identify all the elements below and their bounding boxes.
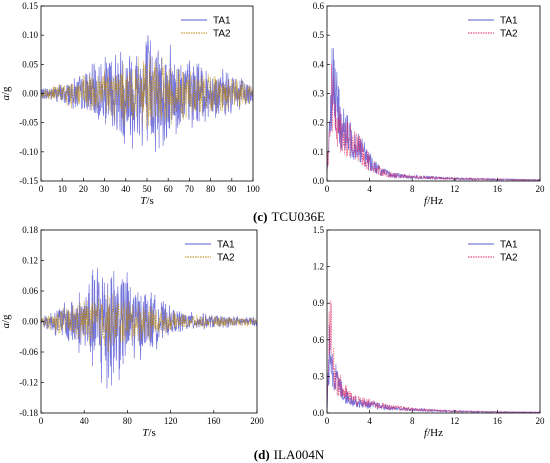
- x-axis-label: T/s: [140, 195, 153, 207]
- y-tick-label: -0.12: [19, 378, 38, 388]
- series-line-ta1: [326, 47, 541, 182]
- y-tick-label: 0.4: [313, 59, 325, 69]
- legend-label-ta1: TA1: [213, 16, 231, 27]
- x-tick-label: 200: [250, 416, 264, 426]
- legend-label-ta2: TA2: [500, 253, 518, 264]
- x-tick-label: 16: [493, 184, 503, 194]
- y-tick-label: -0.15: [19, 176, 38, 186]
- x-tick-label: 60: [164, 184, 174, 194]
- x-tick-label: 16: [493, 416, 503, 426]
- x-axis-label: f/Hz: [424, 195, 443, 207]
- y-tick-label: 0.3: [313, 89, 325, 99]
- series-line-ta2: [326, 300, 540, 414]
- y-tick-label: 0.00: [22, 317, 38, 327]
- chart-c-time: 0 10 20 30 40 50 60 70 80 90 100 -0.15 -0.10 -0.05 0.0…: [0, 1, 260, 207]
- series-line-ta1: [40, 268, 258, 389]
- y-tick-label: 1.5: [313, 225, 325, 235]
- x-tick-label: 30: [100, 184, 110, 194]
- series-line-ta2: [326, 63, 541, 182]
- legend-label-ta1: TA1: [500, 240, 518, 251]
- x-tick-label: 120: [164, 416, 178, 426]
- y-axis-label: a/g: [0, 86, 12, 101]
- legend-label-ta2: TA2: [217, 253, 235, 264]
- x-axis-label: f/Hz: [424, 427, 443, 439]
- x-tick-label: 100: [246, 184, 260, 194]
- y-axis-label: a/g: [0, 314, 12, 329]
- y-tick-label: 0.1: [313, 147, 324, 157]
- y-tick-label: 0.6: [313, 1, 325, 11]
- x-tick-label: 0: [39, 184, 44, 194]
- y-tick-label: 0.5: [313, 30, 325, 40]
- legend-label-ta2: TA2: [500, 29, 518, 40]
- y-tick-label: -0.06: [19, 347, 38, 357]
- x-tick-label: 20: [536, 184, 546, 194]
- y-tick-label: -0.18: [19, 408, 38, 418]
- y-tick-label: 0.2: [313, 118, 324, 128]
- y-tick-label: -0.10: [19, 147, 38, 157]
- x-tick-label: 0: [325, 416, 330, 426]
- x-tick-label: 70: [185, 184, 195, 194]
- x-tick-label: 80: [206, 184, 216, 194]
- x-tick-label: 4: [367, 416, 372, 426]
- legend-label-ta1: TA1: [500, 16, 518, 27]
- x-tick-label: 12: [450, 416, 459, 426]
- series-line-ta1: [326, 325, 541, 414]
- caption-d: (d) ILA004N: [254, 447, 325, 462]
- y-tick-label: 0.15: [22, 1, 38, 11]
- y-tick-label: 0.12: [22, 256, 38, 266]
- chart-d-time: 0 40 80 120 160 200 -0.18 -0.12 -0.06 0.00 0.06 0.1…: [0, 225, 264, 439]
- x-tick-label: 12: [450, 184, 459, 194]
- x-tick-label: 10: [58, 184, 68, 194]
- y-tick-label: 0.6: [313, 335, 325, 345]
- y-tick-label: 0.9: [313, 298, 325, 308]
- legend-label-ta1: TA1: [217, 240, 235, 251]
- legend-label-ta2: TA2: [213, 29, 231, 40]
- x-tick-label: 20: [79, 184, 89, 194]
- x-tick-label: 40: [80, 416, 90, 426]
- y-tick-label: 0.10: [22, 30, 38, 40]
- chart-c-freq: 0 4 8 12 16 20 0.0 0.1 0.2 0.3 0.4 0.5 0.6 f/Hz TA1 TA2: [313, 1, 545, 207]
- y-tick-label: -0.05: [19, 118, 38, 128]
- y-tick-label: 0.05: [22, 59, 38, 69]
- x-tick-label: 8: [410, 184, 415, 194]
- x-axis-label: T/s: [142, 427, 155, 439]
- y-tick-label: 1.2: [313, 262, 324, 272]
- x-tick-label: 0: [325, 184, 330, 194]
- caption-c: (c) TCU036E: [253, 209, 325, 224]
- x-tick-label: 0: [39, 416, 44, 426]
- x-tick-label: 160: [207, 416, 221, 426]
- x-tick-label: 20: [536, 416, 546, 426]
- x-tick-label: 50: [143, 184, 153, 194]
- x-tick-label: 4: [367, 184, 372, 194]
- plot-frame: [326, 229, 541, 414]
- y-tick-label: 0.0: [313, 408, 325, 418]
- y-tick-label: 0.06: [22, 286, 38, 296]
- series-line-ta2: [40, 293, 258, 352]
- chart-d-freq: 0 4 8 12 16 20 0.0 0.3 0.6 0.9 1.2 1.5 f/Hz TA1 TA2: [313, 225, 545, 439]
- y-tick-label: 0.0: [313, 176, 325, 186]
- x-tick-label: 40: [121, 184, 131, 194]
- y-tick-label: 0.18: [22, 225, 38, 235]
- x-tick-label: 90: [227, 184, 237, 194]
- y-tick-label: 0.00: [22, 89, 38, 99]
- x-tick-label: 80: [123, 416, 133, 426]
- series-line-ta2: [40, 56, 254, 130]
- y-tick-label: 0.3: [313, 371, 325, 381]
- x-tick-label: 8: [410, 416, 415, 426]
